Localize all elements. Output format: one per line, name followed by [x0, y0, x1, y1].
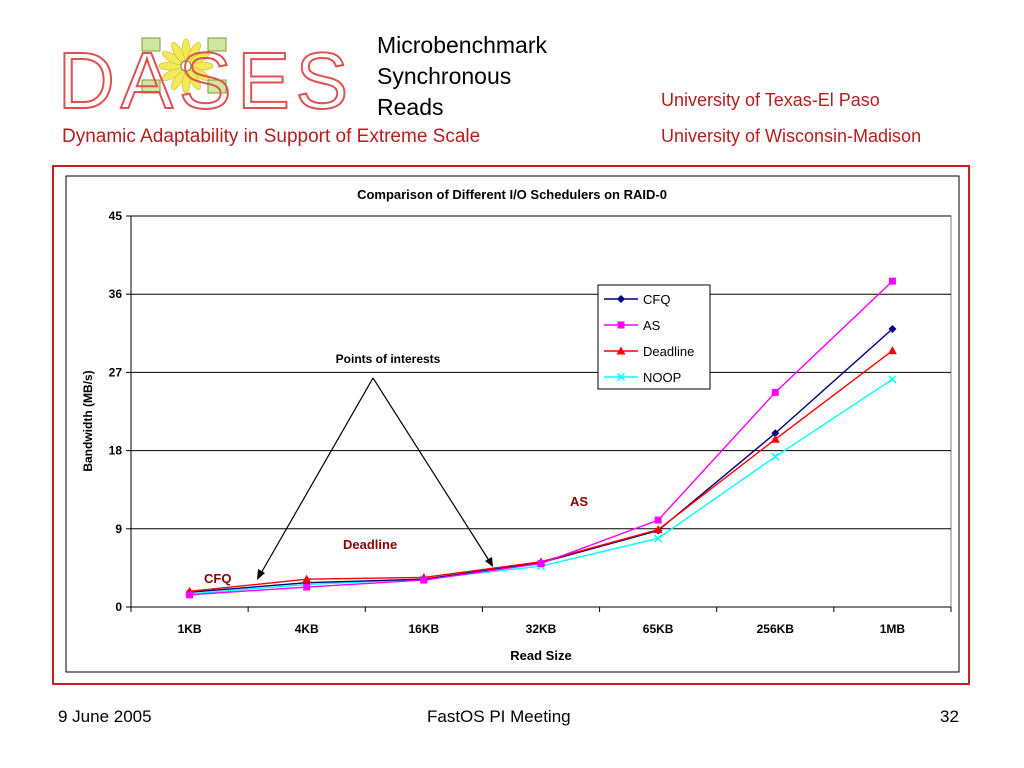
data-point-as — [420, 576, 428, 584]
legend-marker-cfq — [617, 295, 625, 303]
x-tick-label: 16KB — [409, 622, 440, 636]
legend-marker-noop — [616, 372, 626, 382]
arrowhead-icon — [485, 557, 493, 567]
data-point-as — [303, 583, 311, 591]
chart-title: Comparison of Different I/O Schedulers o… — [357, 187, 667, 202]
y-tick-label: 27 — [109, 365, 123, 379]
data-point-cfq — [771, 429, 780, 438]
data-point-noop — [771, 452, 780, 461]
y-tick-label: 18 — [109, 444, 123, 458]
dases-logo: DASES — [58, 36, 354, 116]
legend-label-deadline: Deadline — [643, 344, 694, 359]
points-of-interest-annotation: Points of interests — [336, 352, 441, 366]
data-point-as — [654, 516, 662, 524]
x-tick-label: 4KB — [295, 622, 319, 636]
data-point-cfq — [888, 324, 897, 333]
arrow-to-deadline — [372, 377, 491, 563]
legend-marker-deadline — [616, 346, 626, 355]
data-point-deadline — [887, 346, 897, 355]
annotation-arrows — [257, 377, 493, 580]
y-tick-label: 36 — [109, 287, 123, 301]
legend-label-as: AS — [643, 318, 661, 333]
logo-text: DASES — [58, 36, 354, 116]
legend-label-noop: NOOP — [643, 370, 681, 385]
y-tick-label: 0 — [115, 600, 122, 614]
legend-marker-as — [617, 321, 625, 329]
cfq-annotation: CFQ — [204, 571, 231, 586]
plot-area — [130, 215, 952, 608]
legend: CFQ AS Deadline NOOP — [597, 284, 711, 390]
x-tick-label: 32KB — [526, 622, 557, 636]
title-line: Reads — [377, 94, 444, 120]
y-tick-label: 9 — [115, 522, 122, 536]
data-point-as — [771, 388, 779, 396]
legend-label-cfq: CFQ — [643, 292, 670, 307]
as-annotation: AS — [570, 494, 588, 509]
footer-date: 9 June 2005 — [58, 707, 152, 726]
page-number: 32 — [940, 707, 959, 726]
university-uw: University of Wisconsin-Madison — [661, 126, 922, 146]
university-utep: University of Texas-El Paso — [661, 90, 880, 110]
data-point-deadline — [653, 525, 663, 534]
data-point-as — [186, 591, 194, 599]
data-point-deadline — [770, 434, 780, 443]
data-point-deadline — [302, 574, 312, 583]
arrowhead-icon — [257, 569, 265, 580]
slide-title: Microbenchmark Synchronous Reads — [377, 30, 547, 123]
x-axis-label: Read Size — [510, 648, 571, 663]
chart-frame — [52, 165, 970, 685]
slide-subtitle: Dynamic Adaptability in Support of Extre… — [62, 126, 481, 147]
x-tick-label: 1MB — [880, 622, 906, 636]
y-axis-label: Bandwidth (MB/s) — [81, 370, 95, 471]
data-point-as — [537, 560, 545, 568]
daisy-flower-icon — [141, 37, 227, 94]
data-point-noop — [654, 534, 663, 543]
arrow-to-cfq — [259, 377, 374, 576]
title-line: Synchronous — [377, 63, 512, 89]
data-point-noop — [888, 375, 897, 384]
x-tick-label: 256KB — [757, 622, 795, 636]
title-line: Microbenchmark — [377, 32, 547, 58]
x-tick-label: 65KB — [643, 622, 674, 636]
footer-title: FastOS PI Meeting — [427, 707, 571, 726]
y-tick-label: 45 — [109, 209, 123, 223]
deadline-annotation: Deadline — [343, 537, 397, 552]
x-tick-label: 1KB — [178, 622, 202, 636]
legend-box — [597, 284, 711, 390]
data-point-as — [888, 277, 896, 285]
